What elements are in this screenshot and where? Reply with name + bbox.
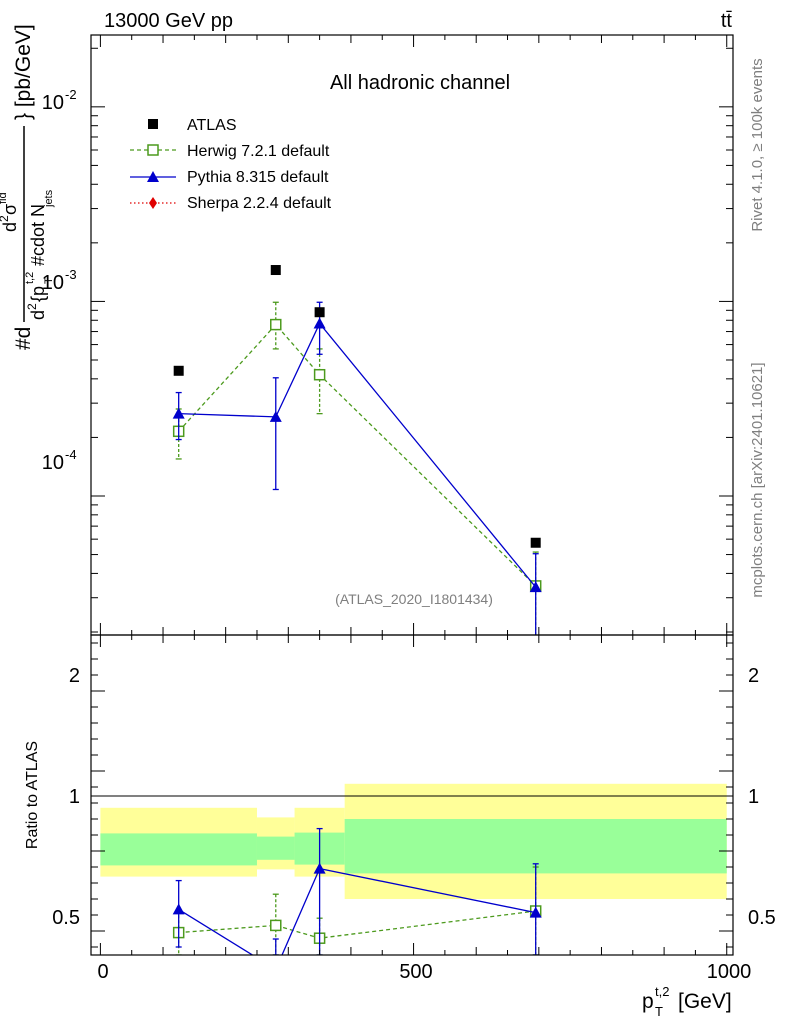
- main-atlas-point-1: [270, 265, 281, 276]
- x-tick-0: 0: [97, 961, 108, 983]
- main-pythia-point-2: [313, 317, 326, 329]
- main-y-axis-label: #d d 2 σ fid d 2 {p T t,2 #cdot N jets }…: [0, 24, 55, 350]
- ratio-pythia-point-2: [313, 862, 326, 874]
- svg-text:d: d: [0, 222, 20, 232]
- ratio-plot-frame: [90, 634, 734, 956]
- svg-text:{p: {p: [28, 286, 48, 302]
- ratio-uncertainty-bands: [100, 783, 727, 899]
- main-y-tick-1e-4: 10: [42, 452, 64, 474]
- main-plot-markers: [172, 265, 542, 635]
- main-atlas-point-0: [173, 365, 184, 376]
- svg-text:fid: fid: [0, 192, 9, 204]
- ratio-pythia-line: [178, 867, 536, 955]
- ratio-y-tick-2-right: 2: [748, 665, 759, 687]
- svg-text:p: p: [642, 990, 654, 1013]
- svg-text:T: T: [43, 277, 55, 284]
- legend-atlas-marker: [148, 119, 158, 129]
- svg-text:2: 2: [25, 303, 39, 310]
- legend-sherpa-marker: [149, 197, 157, 209]
- svg-text:2: 2: [0, 215, 11, 222]
- x-tick-500: 500: [399, 961, 432, 983]
- main-y-tick-1e-2-exp: -2: [65, 87, 77, 102]
- ratio-pythia-point-3: [529, 906, 542, 918]
- legend-atlas-label: ATLAS: [187, 117, 237, 134]
- ratio-y-tick-0.5-right: 0.5: [748, 907, 776, 929]
- svg-text:jets: jets: [43, 189, 55, 208]
- main-y-tick-1e-4-exp: -4: [65, 447, 77, 462]
- main-atlas-point-3: [530, 537, 541, 548]
- main-pythia-line: [178, 322, 537, 588]
- ratio-y-tick-0.5: 0.5: [52, 907, 80, 929]
- main-atlas-point-2: [314, 307, 325, 318]
- analysis-label: (ATLAS_2020_I1801434): [335, 591, 493, 607]
- energy-label: 13000 GeV pp: [104, 10, 233, 32]
- main-pythia-point-1: [269, 410, 282, 422]
- ratio-y-tick-1: 1: [69, 786, 80, 808]
- svg-text:T: T: [655, 1004, 663, 1019]
- main-herwig-line: [178, 323, 537, 587]
- ratio-y-tick-2: 2: [69, 665, 80, 687]
- ratio-inner-band-0: [100, 833, 257, 866]
- legend-herwig-marker: [147, 144, 159, 156]
- main-pythia-point-0: [172, 407, 185, 419]
- svg-text:σ: σ: [0, 204, 20, 215]
- ratio-pythia-point-1: [270, 963, 282, 974]
- mcplots-label: mcplots.cern.ch [arXiv:2401.10621]: [749, 362, 766, 597]
- x-axis-label: p T t,2 [GeV]: [642, 984, 732, 1019]
- legend-pythia-marker: [147, 171, 159, 182]
- svg-text:#cdot N: #cdot N: [28, 204, 48, 266]
- ratio-herwig-point-1: [270, 919, 282, 932]
- x-tick-1000: 1000: [707, 961, 752, 983]
- svg-text:[GeV]: [GeV]: [678, 990, 732, 1013]
- svg-text:t,2: t,2: [655, 984, 669, 999]
- main-y-tick-1e-2: 10: [42, 92, 64, 114]
- main-herwig-point-1: [270, 318, 282, 331]
- main-pythia-point-3: [529, 581, 542, 593]
- main-y-tick-1e-3-exp: -3: [65, 267, 77, 282]
- legend: ATLAS Herwig 7.2.1 default Pythia 8.315 …: [130, 117, 332, 212]
- svg-text:#d: #d: [12, 327, 35, 350]
- ratio-y-axis-label: Ratio to ATLAS: [24, 741, 41, 849]
- svg-text:} [pb/GeV]: } [pb/GeV]: [12, 24, 35, 120]
- legend-herwig-label: Herwig 7.2.1 default: [187, 143, 330, 160]
- legend-sherpa-label: Sherpa 2.2.4 default: [187, 195, 332, 212]
- main-y-tick-1e-3: 10: [42, 272, 64, 294]
- svg-text:d: d: [28, 310, 48, 320]
- ratio-herwig-line: [178, 910, 536, 939]
- ratio-inner-band-1: [256, 836, 295, 860]
- plot-title: All hadronic channel: [330, 72, 510, 94]
- ratio-y-tick-1-right: 1: [748, 786, 759, 808]
- process-label: tt̄: [721, 10, 733, 32]
- ratio-pythia-point-0: [172, 903, 185, 915]
- svg-text:t,2: t,2: [24, 272, 36, 284]
- axis-ticks: [91, 35, 733, 955]
- rivet-label: Rivet 4.1.0, ≥ 100k events: [749, 58, 766, 231]
- ratio-plot-markers: [172, 827, 542, 974]
- main-herwig-point-2: [313, 368, 326, 381]
- legend-pythia-label: Pythia 8.315 default: [187, 169, 329, 186]
